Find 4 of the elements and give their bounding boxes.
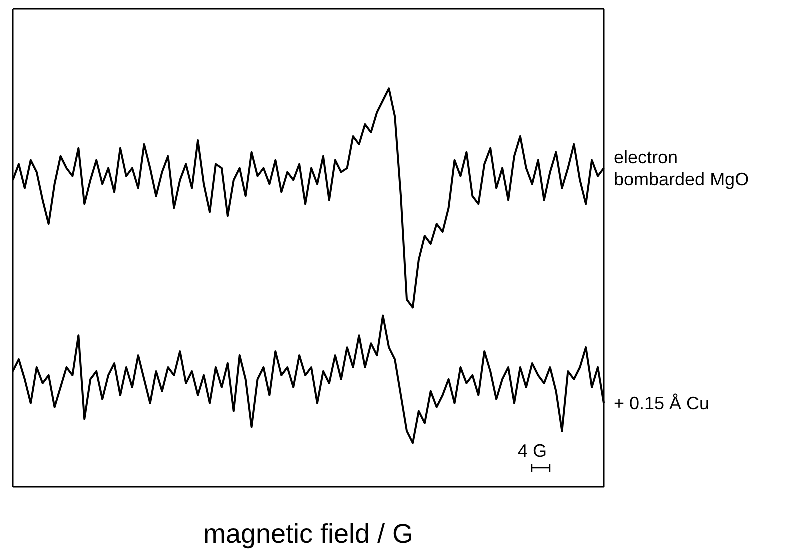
series-label: + 0.15 Å Cu bbox=[614, 393, 710, 414]
series-label: electron bombarded MgO bbox=[614, 147, 750, 190]
annotation: 4 G bbox=[518, 441, 548, 461]
x-axis-title: magnetic field / G bbox=[203, 519, 414, 549]
